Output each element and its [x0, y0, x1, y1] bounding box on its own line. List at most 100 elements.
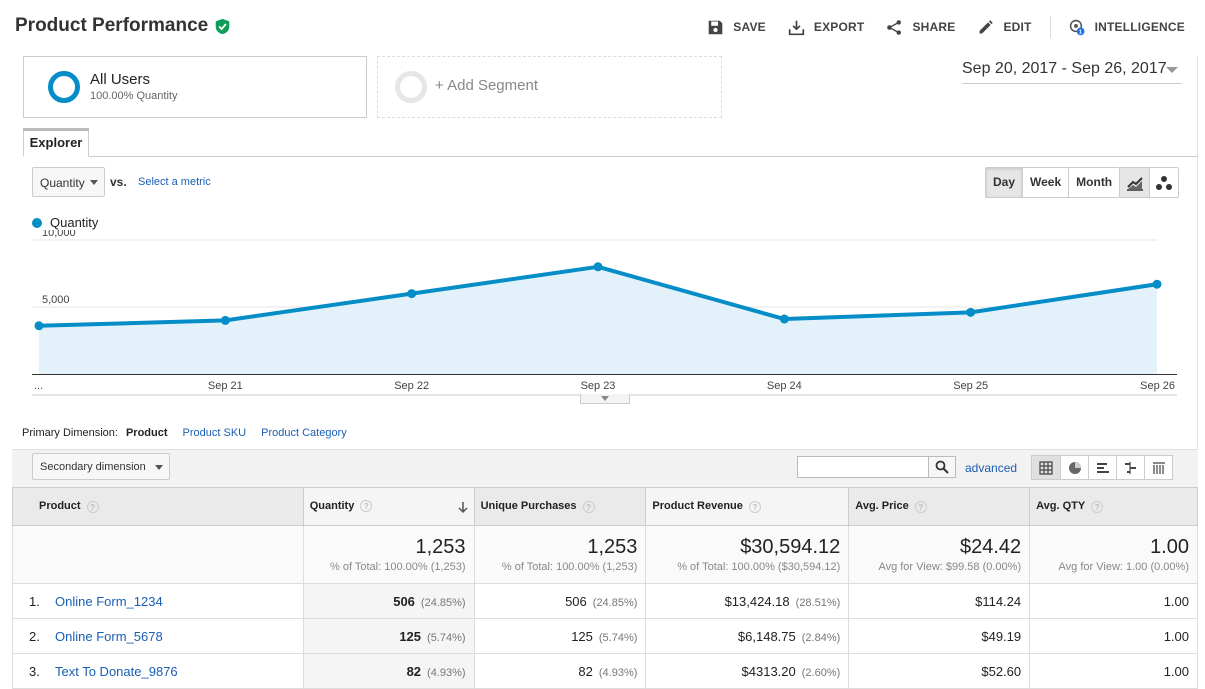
total-product-revenue: $30,594.12% of Total: 100.00% ($30,594.1…: [645, 525, 850, 584]
dimension-product[interactable]: Product: [125, 427, 168, 439]
y-tick-label: 5,000: [42, 294, 70, 306]
product-cell: 3. Text To Donate_9876: [12, 653, 304, 689]
pivot-icon: [1152, 461, 1165, 474]
date-range-picker[interactable]: Sep 20, 2017 - Sep 26, 2017: [962, 60, 1182, 84]
page-title: Product Performance: [15, 15, 231, 37]
comparison-icon: [1124, 461, 1136, 474]
intelligence-icon: 1: [1069, 19, 1085, 35]
advanced-filter-link[interactable]: advanced: [965, 461, 1018, 475]
x-tick-label: Sep 21: [208, 380, 243, 392]
verified-shield-icon: [215, 18, 230, 34]
unique-purchases-cell: 125 (5.74%): [473, 618, 647, 654]
granularity-month-button[interactable]: Month: [1068, 168, 1120, 197]
quantity-cell: 82 (4.93%): [302, 653, 475, 689]
col-header-avg-qty[interactable]: Avg. QTY?: [1029, 487, 1198, 526]
product-link[interactable]: Online Form_5678: [55, 628, 163, 644]
product-link[interactable]: Text To Donate_9876: [55, 663, 178, 679]
save-button[interactable]: SAVE: [707, 19, 766, 36]
quantity-line-chart: 5,000 10,000... Sep 21 Sep 22 Sep 23 Sep 24 Se…: [32, 230, 1177, 396]
segment-all-users[interactable]: All Users 100.00% Quantity: [23, 56, 367, 118]
metric-dropdown-value: Quantity: [40, 176, 85, 190]
unique-purchases-cell: 82 (4.93%): [473, 653, 647, 689]
data-point: [593, 262, 603, 272]
chevron-down-icon: [601, 396, 609, 401]
search-icon: [935, 460, 949, 474]
report-title: Product Performance: [15, 15, 209, 36]
select-metric-link[interactable]: Select a metric: [138, 176, 211, 188]
table-row: 2. Online Form_5678 125 (5.74%) 125 (5.74%)…: [12, 618, 1198, 654]
col-header-product-revenue[interactable]: Product Revenue?: [645, 487, 850, 526]
help-icon: ?: [86, 500, 99, 513]
x-tick-label: Sep 22: [394, 380, 429, 392]
dimension-product-category[interactable]: Product Category: [261, 427, 347, 439]
export-button[interactable]: EXPORT: [788, 19, 865, 36]
product-cell: 1. Online Form_1234: [12, 583, 304, 619]
data-point: [779, 314, 789, 324]
term-cloud-view-button[interactable]: [1144, 456, 1172, 479]
data-point: [966, 307, 976, 317]
share-button[interactable]: SHARE: [886, 19, 955, 36]
granularity-week-button[interactable]: Week: [1022, 168, 1069, 197]
area-fill: [39, 266, 1157, 374]
secondary-dimension-label: Secondary dimension: [40, 461, 146, 473]
totals-label-cell: [12, 525, 304, 584]
line-chart-icon: [1126, 176, 1143, 191]
chevron-down-icon: [155, 465, 163, 470]
chart-collapse-handle[interactable]: [580, 394, 630, 404]
help-icon: ?: [748, 500, 761, 513]
col-header-unique-purchases[interactable]: Unique Purchases?: [473, 487, 647, 526]
comparison-view-button[interactable]: [1116, 456, 1144, 479]
total-quantity: 1,253% of Total: 100.00% (1,253): [302, 525, 475, 584]
x-tick-label: Sep 25: [953, 380, 988, 392]
dimension-product-sku[interactable]: Product SKU: [182, 427, 247, 439]
chevron-down-icon: [1166, 67, 1178, 73]
avg-price-cell: $52.60: [848, 653, 1031, 689]
quantity-cell: 125 (5.74%): [302, 618, 475, 654]
tab-explorer[interactable]: Explorer: [23, 128, 89, 157]
chart-type-toggle: [1119, 167, 1179, 198]
bubble-chart-icon: [1156, 175, 1172, 190]
col-header-quantity[interactable]: Quantity?: [302, 487, 475, 526]
help-icon: ?: [914, 500, 927, 513]
primary-dimension-label: Primary Dimension:: [22, 427, 118, 439]
table-row: 3. Text To Donate_9876 82 (4.93%) 82 (4.93%…: [12, 653, 1198, 689]
revenue-cell: $4313.20 (2.60%): [645, 653, 850, 689]
grid-icon: [1039, 460, 1053, 475]
avg-price-cell: $49.19: [848, 618, 1031, 654]
revenue-cell: $6,148.75 (2.84%): [645, 618, 850, 654]
col-header-product[interactable]: Product?: [12, 487, 304, 526]
chart-legend: Quantity: [32, 215, 98, 230]
product-link[interactable]: Online Form_1234: [55, 593, 163, 609]
motion-chart-button[interactable]: [1149, 168, 1178, 197]
help-icon: ?: [360, 499, 373, 512]
empty-segment-ring-icon: [395, 71, 427, 103]
granularity-day-button[interactable]: Day: [986, 168, 1023, 197]
total-avg-qty: 1.00 Avg for View: 1.00 (0.00%): [1029, 525, 1198, 584]
legend-label: Quantity: [50, 215, 99, 230]
table-search-input[interactable]: [797, 456, 929, 478]
primary-dimension-bar: Primary Dimension: Product Product SKU P…: [22, 427, 347, 439]
pie-view-button[interactable]: [1060, 456, 1088, 479]
edit-button[interactable]: EDIT: [977, 19, 1031, 36]
bar-chart-icon: [1096, 462, 1109, 473]
table-toolbar: [12, 449, 1198, 487]
segment-name: All Users: [90, 71, 151, 88]
x-tick-label: Sep 26: [1140, 380, 1175, 392]
revenue-cell: $13,424.18 (28.51%): [645, 583, 850, 619]
intelligence-button[interactable]: 1 INTELLIGENCE: [1069, 19, 1185, 36]
help-icon: ?: [582, 500, 595, 513]
data-point: [34, 321, 44, 331]
data-table-view-button[interactable]: [1032, 456, 1060, 479]
avg-qty-cell: 1.00: [1029, 653, 1198, 689]
share-icon: [887, 19, 902, 35]
col-header-avg-price[interactable]: Avg. Price?: [848, 487, 1031, 526]
line-chart-button[interactable]: [1120, 168, 1149, 197]
segment-ring-icon: [48, 71, 80, 103]
secondary-dimension-dropdown[interactable]: Secondary dimension: [32, 453, 170, 480]
unique-purchases-cell: 506 (24.85%): [473, 583, 647, 619]
product-cell: 2. Online Form_5678: [12, 618, 304, 654]
metric-dropdown[interactable]: Quantity: [32, 167, 105, 197]
performance-view-button[interactable]: [1088, 456, 1116, 479]
table-search-button[interactable]: [928, 456, 956, 478]
add-segment-button[interactable]: + Add Segment: [377, 56, 722, 118]
